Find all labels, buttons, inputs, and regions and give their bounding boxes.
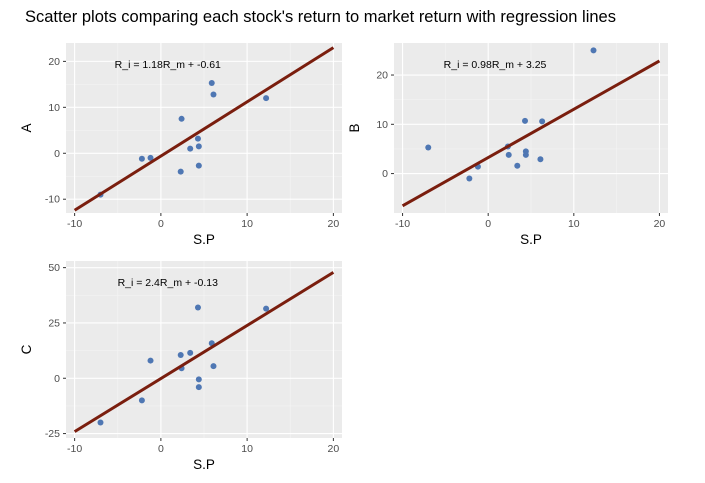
x-tick-label: 0 bbox=[158, 218, 164, 230]
x-tick-label: 0 bbox=[158, 443, 164, 455]
y-tick-label: 50 bbox=[48, 262, 60, 274]
x-tick-label: -10 bbox=[67, 218, 82, 230]
data-point bbox=[425, 144, 432, 151]
x-axis-title: S.P bbox=[193, 232, 215, 247]
data-point bbox=[195, 384, 202, 391]
y-tick-label: 20 bbox=[48, 56, 60, 68]
data-point bbox=[178, 115, 185, 122]
y-tick-label: 10 bbox=[48, 102, 60, 114]
y-axis-title: B bbox=[347, 123, 362, 132]
data-point bbox=[138, 397, 145, 404]
data-point bbox=[195, 143, 202, 150]
regression-line bbox=[73, 46, 335, 212]
panel-b: -10 0 10 20 0 10 20 R_i = 0.98R_m + 3.25 S.P B bbox=[347, 43, 668, 247]
y-tick-label: 0 bbox=[382, 168, 388, 180]
data-point bbox=[210, 363, 217, 370]
panel-a: -10 0 10 20 -10 0 10 20 R_i = 1.18R_m + -0.61 S.P… bbox=[19, 43, 342, 247]
data-point bbox=[522, 117, 529, 124]
y-axis-title: C bbox=[19, 344, 34, 354]
x-tick-label: 10 bbox=[241, 218, 253, 230]
y-tick-label: 10 bbox=[376, 119, 388, 131]
regression-line bbox=[73, 271, 335, 433]
y-tick-label: -25 bbox=[45, 428, 60, 440]
regression-equation: R_i = 2.4R_m + -0.13 bbox=[118, 277, 219, 289]
x-tick-label: -10 bbox=[395, 218, 410, 230]
regression-line bbox=[401, 59, 661, 208]
data-point bbox=[466, 175, 473, 182]
y-tick-label: -10 bbox=[45, 194, 60, 206]
data-point bbox=[210, 91, 217, 98]
x-tick-label: 10 bbox=[568, 218, 580, 230]
x-axis-title: S.P bbox=[193, 457, 215, 472]
data-point bbox=[263, 305, 270, 312]
x-tick-label: 10 bbox=[241, 443, 253, 455]
data-point bbox=[147, 154, 154, 161]
chart-title: Scatter plots comparing each stock's ret… bbox=[25, 8, 616, 26]
data-point bbox=[97, 419, 104, 426]
data-point bbox=[187, 349, 194, 356]
data-point bbox=[187, 145, 194, 152]
data-point bbox=[514, 162, 521, 169]
data-point bbox=[590, 47, 597, 54]
regression-equation: R_i = 1.18R_m + -0.61 bbox=[115, 59, 221, 71]
data-point bbox=[263, 95, 270, 102]
data-point bbox=[147, 357, 154, 364]
data-point bbox=[537, 156, 544, 163]
data-point bbox=[208, 79, 215, 86]
data-point bbox=[194, 135, 201, 142]
y-tick-label: 25 bbox=[48, 317, 60, 329]
data-point bbox=[195, 162, 202, 169]
data-point bbox=[522, 151, 529, 158]
x-tick-label: 20 bbox=[328, 218, 340, 230]
x-tick-label: 20 bbox=[654, 218, 666, 230]
x-tick-label: 20 bbox=[328, 443, 340, 455]
y-tick-label: 0 bbox=[54, 373, 60, 385]
data-point bbox=[194, 304, 201, 311]
data-point bbox=[505, 151, 512, 158]
x-tick-label: -10 bbox=[67, 443, 82, 455]
data-point bbox=[138, 155, 145, 162]
panel-c: -10 0 10 20 -25 0 25 50 R_i = 2.4R_m + -0.13 S.P C bbox=[19, 261, 342, 472]
data-point bbox=[539, 118, 546, 125]
regression-equation: R_i = 0.98R_m + 3.25 bbox=[444, 59, 547, 71]
x-tick-label: 0 bbox=[485, 218, 491, 230]
data-point bbox=[195, 376, 202, 383]
y-tick-label: 0 bbox=[54, 148, 60, 160]
data-point bbox=[177, 168, 184, 175]
y-tick-label: 20 bbox=[376, 70, 388, 82]
y-axis-title: A bbox=[19, 123, 34, 132]
data-point bbox=[177, 352, 184, 359]
x-axis-title: S.P bbox=[520, 232, 542, 247]
